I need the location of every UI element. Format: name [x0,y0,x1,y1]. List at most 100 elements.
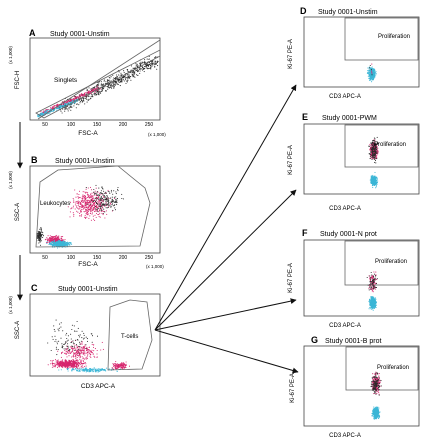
event-dot [374,138,376,140]
event-dot [82,359,84,362]
event-dot [71,328,73,331]
event-dot [98,89,100,91]
event-dot [87,210,90,212]
event-dot [105,370,107,372]
event-dot [107,85,109,87]
event-dot [56,103,58,105]
event-dot [38,232,40,234]
event-dot [85,188,87,190]
event-dot [82,205,84,207]
event-dot [89,207,91,209]
event-dot [125,82,127,84]
event-dot [100,206,102,208]
event-dot [76,353,78,355]
event-dot [92,346,95,348]
event-dot [81,363,83,365]
event-dot [73,330,76,332]
event-dot [78,206,80,208]
event-dot [136,64,138,67]
event-dot [97,195,99,197]
event-dot [76,351,78,353]
event-dot [376,152,378,154]
event-dot [88,87,90,89]
event-dot [84,369,86,372]
event-dot [83,362,86,364]
event-dot [61,361,63,363]
event-dot [93,194,95,196]
event-dot [376,158,378,160]
event-dot [122,362,124,364]
event-dot [66,356,68,358]
event-dot [89,186,92,188]
event-dot [369,67,371,69]
event-dot [93,191,95,193]
event-dot [374,68,376,71]
event-dot [79,100,81,103]
event-dot [90,193,92,195]
event-dot [119,78,121,80]
event-dot [374,147,376,149]
event-dot [51,106,53,108]
event-dot [371,144,373,146]
event-dot [78,367,80,369]
event-dot [48,110,50,112]
event-dot [57,359,59,361]
event-dot [77,365,79,367]
event-dot [57,367,59,369]
event-dot [93,369,95,371]
event-dot [81,368,83,370]
event-dot [374,158,376,160]
panel-b-xunit: (x 1,000) [146,264,164,269]
event-dot [39,233,41,236]
event-dot [371,180,373,182]
event-dot [98,368,100,370]
panel-e-letter: E [302,112,308,122]
event-dot [104,217,106,219]
event-dot [105,197,107,199]
event-dot [53,238,55,240]
event-dot [94,94,96,96]
event-dot [70,366,72,368]
event-dot [67,102,69,104]
event-dot [139,62,141,64]
event-dot [59,105,61,107]
event-dot [93,367,95,369]
event-dot [91,370,93,372]
event-dot [104,79,106,81]
event-dot [77,196,79,198]
event-dot [82,195,84,197]
event-dot [370,69,372,71]
event-dot [79,349,81,351]
event-dot [107,88,109,90]
event-dot [100,204,102,206]
event-dot [48,239,50,241]
panel-b: B Study 0001-Unstim Leukocytes SSC-A (x … [8,155,164,269]
event-dot [50,240,52,242]
event-dot [88,352,90,354]
event-dot [54,335,56,337]
event-dot [90,98,92,100]
event-dot [62,108,64,110]
panel-b-yunit: (x 1,000) [8,171,13,189]
event-dot [86,101,88,103]
panel-d-proliferation-gate [344,17,419,61]
event-dot [109,81,111,83]
event-dot [94,91,96,93]
event-dot [90,209,92,212]
event-dot [105,191,107,193]
event-dot [373,184,376,187]
event-dot [79,95,81,97]
event-dot [109,205,111,207]
event-dot [371,148,373,150]
event-dot [377,142,379,144]
event-dot [37,234,39,236]
event-dot [57,362,59,364]
panel-a-singlets-gate [35,49,161,119]
event-dot [54,235,56,237]
event-dot [79,358,81,360]
event-dot [82,350,85,352]
event-dot [372,140,374,142]
event-dot [94,192,96,194]
event-dot [84,198,86,200]
event-dot [78,354,80,356]
